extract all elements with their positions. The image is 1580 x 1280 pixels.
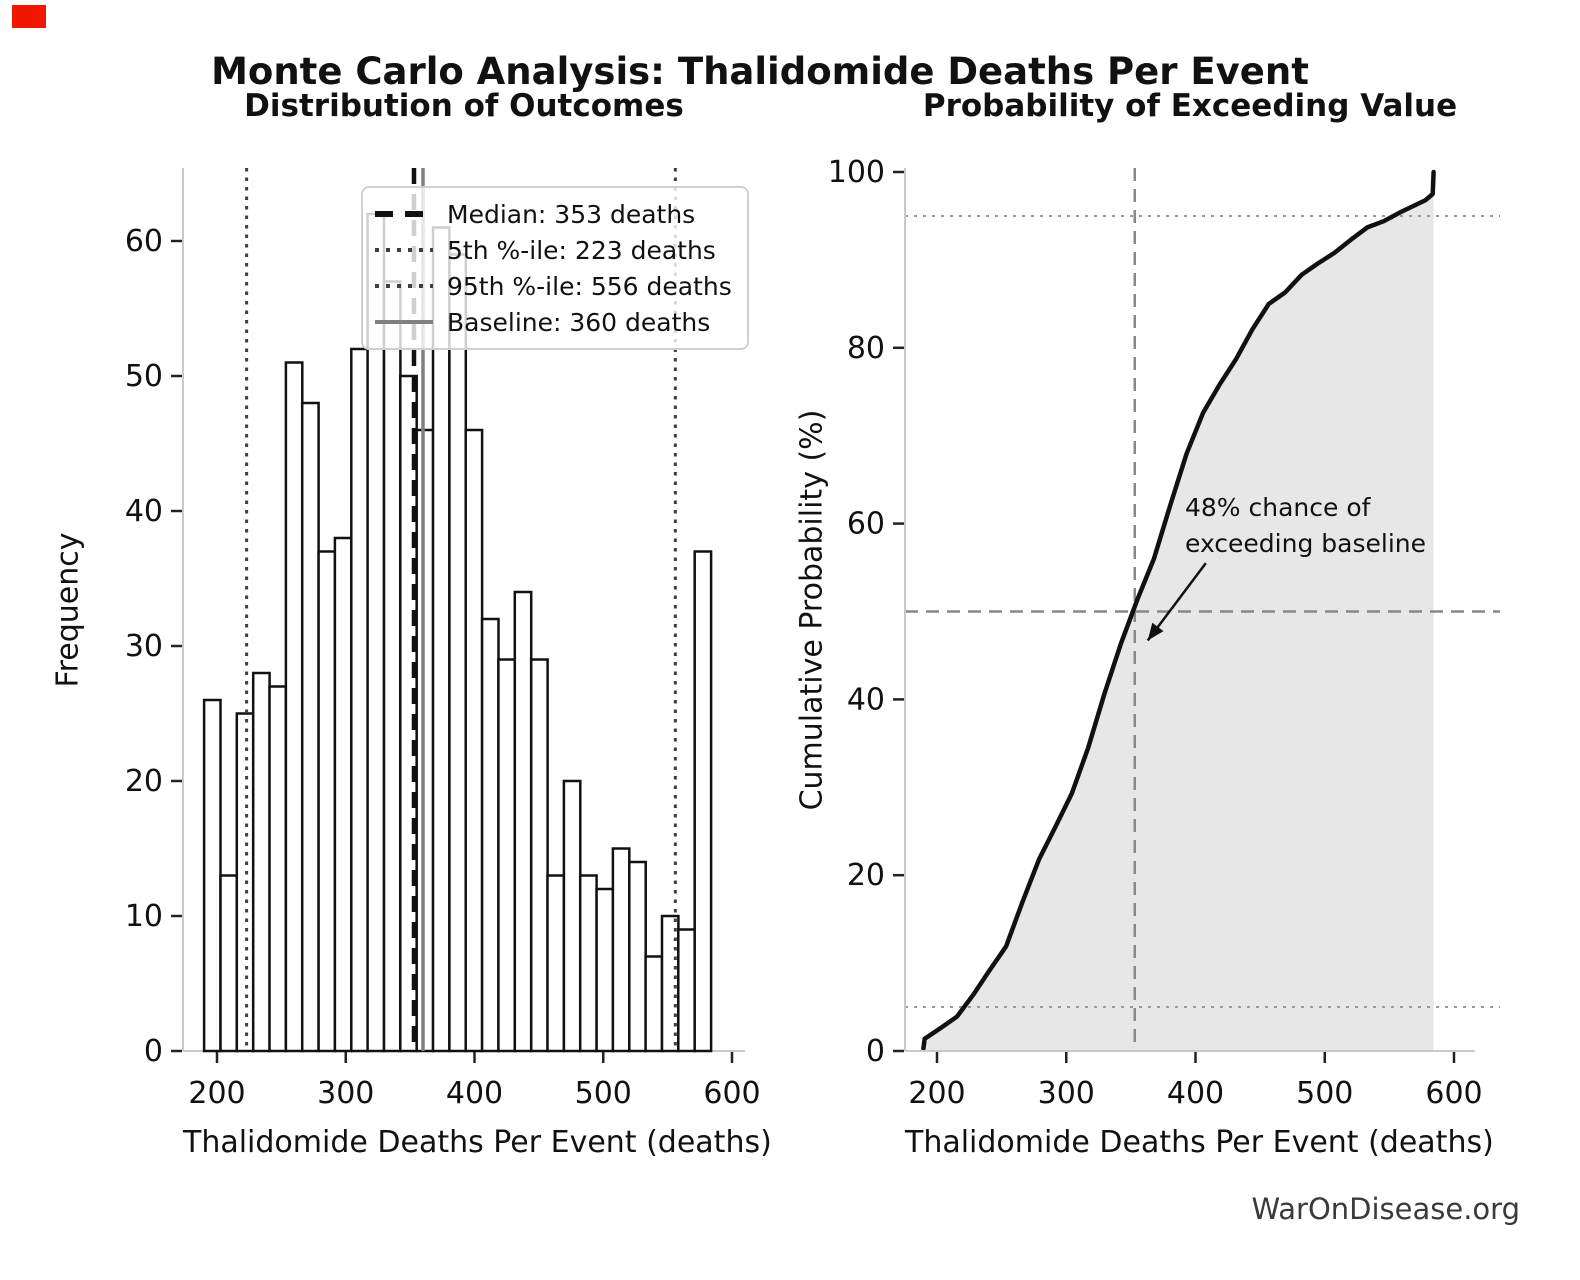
- hist-bar: [660, 914, 680, 1053]
- right-yaxis-label: Cumulative Probability (%): [794, 409, 830, 811]
- x-tick-label: 400: [1167, 1076, 1224, 1111]
- x-tick-label: 600: [1425, 1076, 1482, 1111]
- histogram-plot: 200 300 400 500 600 0 10 20 30 40 50 60: [125, 168, 761, 1111]
- hist-bar: [235, 712, 255, 1053]
- legend-label: Median: 353 deaths: [447, 199, 696, 229]
- hist-bar: [300, 401, 320, 1053]
- histogram-bars: [202, 212, 713, 1053]
- baseline-line-sample: [375, 320, 433, 324]
- hist-bar: [415, 428, 435, 1053]
- y-tick-label: 40: [125, 494, 163, 529]
- hist-bar: [529, 658, 549, 1053]
- legend-label: 5th %-ile: 223 deaths: [447, 235, 716, 265]
- y-tick-label: 80: [847, 331, 885, 366]
- hist-bar: [219, 874, 239, 1053]
- red-marker: [12, 5, 46, 28]
- x-tick-label: 300: [317, 1076, 374, 1111]
- legend-item-baseline: Baseline: 360 deaths: [375, 304, 735, 340]
- hist-bar: [611, 847, 631, 1053]
- cdf-annotation: 48% chance of exceeding baseline: [1185, 493, 1426, 558]
- y-tick-label: 50: [125, 359, 163, 394]
- legend-item-p5: 5th %-ile: 223 deaths: [375, 232, 735, 268]
- hist-bar: [628, 860, 647, 1053]
- hist-bar: [464, 428, 484, 1053]
- hist-bar: [595, 887, 615, 1053]
- x-tick-label: 400: [446, 1076, 503, 1111]
- y-tick-label: 30: [125, 629, 163, 664]
- x-tick-label: 500: [1296, 1076, 1353, 1111]
- hist-bar: [448, 253, 468, 1053]
- x-tick-label: 200: [188, 1076, 245, 1111]
- p95-line-sample: [375, 284, 433, 288]
- median-line-sample: [375, 211, 433, 217]
- hist-bar: [546, 874, 566, 1053]
- left-yaxis-label: Frequency: [50, 532, 86, 688]
- annotation-arrowhead: [1147, 622, 1164, 641]
- hist-bar: [578, 874, 598, 1053]
- hist-bar: [202, 698, 222, 1053]
- y-tick-label: 100: [828, 155, 885, 190]
- hist-bar: [382, 280, 402, 1053]
- hist-bar: [251, 671, 271, 1053]
- hist-bar: [284, 361, 304, 1053]
- y-tick-label: 10: [125, 899, 163, 934]
- hist-bar: [644, 955, 664, 1053]
- left-xaxis-label: Thalidomide Deaths Per Event (deaths): [183, 1125, 772, 1160]
- y-tick-label: 40: [847, 682, 885, 717]
- legend-item-median: Median: 353 deaths: [375, 196, 735, 232]
- x-tick-label: 600: [703, 1076, 760, 1111]
- hist-bar: [693, 550, 713, 1053]
- x-tick-label: 300: [1038, 1076, 1095, 1111]
- hist-bar: [480, 617, 500, 1053]
- x-tick-label: 200: [908, 1076, 965, 1111]
- legend-item-p95: 95th %-ile: 556 deaths: [375, 268, 735, 304]
- hist-bar: [268, 685, 288, 1053]
- legend: Median: 353 deaths 5th %-ile: 223 deaths…: [361, 186, 749, 350]
- figure-title: Monte Carlo Analysis: Thalidomide Deaths…: [211, 50, 1309, 93]
- hist-bar: [677, 928, 696, 1053]
- hist-bar: [431, 226, 451, 1053]
- hist-bar: [317, 550, 337, 1053]
- cdf-plot: 200 300 400 500 600 0 20 40 60 80 100: [828, 155, 1500, 1111]
- right-xaxis-label: Thalidomide Deaths Per Event (deaths): [905, 1125, 1494, 1160]
- y-tick-label: 20: [847, 858, 885, 893]
- hist-bar: [333, 536, 353, 1053]
- x-tick-label: 500: [575, 1076, 632, 1111]
- legend-label: Baseline: 360 deaths: [447, 307, 711, 337]
- watermark: WarOnDisease.org: [1251, 1192, 1520, 1226]
- hist-bar: [497, 658, 517, 1053]
- y-tick-label: 0: [144, 1034, 163, 1069]
- y-tick-label: 20: [125, 764, 163, 799]
- legend-label: 95th %-ile: 556 deaths: [447, 271, 732, 301]
- cdf-curve: [921, 169, 1436, 1051]
- y-tick-label: 60: [847, 507, 885, 542]
- y-tick-label: 60: [125, 224, 163, 259]
- y-tick-label: 0: [866, 1034, 885, 1069]
- left-plot-title: Distribution of Outcomes: [244, 88, 684, 124]
- right-plot-title: Probability of Exceeding Value: [922, 88, 1458, 124]
- hist-bar: [513, 590, 533, 1053]
- hist-bar: [562, 779, 582, 1053]
- p5-line-sample: [375, 248, 433, 252]
- hist-bar: [350, 347, 369, 1053]
